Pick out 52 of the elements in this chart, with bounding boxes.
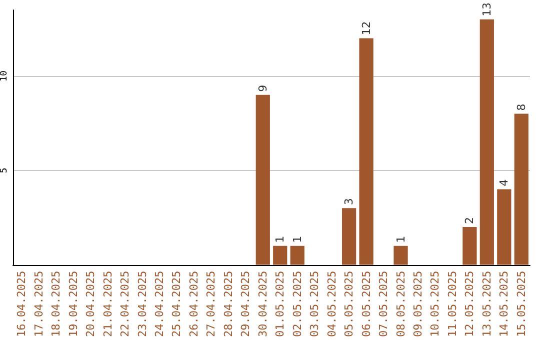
bar — [290, 246, 304, 265]
bar — [394, 246, 408, 265]
data-label: 1 — [394, 236, 408, 243]
x-tick-label: 25.04.2025 — [170, 270, 184, 338]
x-tick-label: 12.05.2025 — [463, 270, 476, 338]
y-tick-label: 5 — [0, 168, 10, 174]
data-label: 4 — [498, 179, 511, 186]
x-tick-label: 18.04.2025 — [50, 270, 63, 338]
x-tick-label: 14.05.2025 — [498, 270, 511, 338]
bar — [514, 114, 528, 265]
x-tick-label: 29.04.2025 — [239, 270, 252, 338]
x-tick-label: 09.05.2025 — [411, 270, 424, 338]
x-tick-label: 05.05.2025 — [342, 270, 356, 338]
bar — [273, 246, 288, 265]
x-tick-label: 15.05.2025 — [514, 270, 528, 338]
x-tick-label: 27.04.2025 — [204, 270, 218, 338]
data-label: 2 — [463, 217, 476, 224]
bar — [359, 38, 374, 265]
x-tick-label: 20.04.2025 — [84, 270, 98, 338]
x-tick-label: 16.04.2025 — [15, 270, 28, 338]
data-label: 1 — [274, 236, 287, 243]
x-tick-label: 28.04.2025 — [222, 270, 235, 338]
data-label: 8 — [514, 104, 528, 111]
y-tick-label: 10 — [0, 70, 10, 82]
x-tick-label: 08.05.2025 — [394, 270, 408, 338]
x-tick-label: 07.05.2025 — [377, 270, 390, 338]
data-label: 13 — [480, 2, 494, 16]
data-label: 1 — [290, 236, 304, 243]
bar — [342, 208, 356, 265]
x-tick-label: 17.04.2025 — [32, 270, 46, 338]
bar — [480, 19, 494, 265]
data-label: 9 — [256, 84, 270, 92]
x-tick-label: 13.05.2025 — [480, 270, 494, 338]
x-tick-label: 26.04.2025 — [187, 270, 200, 338]
x-tick-label: 06.05.2025 — [360, 270, 373, 338]
x-tick-label: 01.05.2025 — [274, 270, 287, 338]
x-tick-label: 04.05.2025 — [325, 270, 338, 338]
x-tick-label: 24.04.2025 — [152, 270, 166, 338]
x-tick-label: 23.04.2025 — [136, 270, 149, 338]
x-tick-label: 03.05.2025 — [308, 270, 322, 338]
x-tick-label: 21.04.2025 — [101, 270, 114, 338]
x-tick-label: 10.05.2025 — [428, 270, 442, 338]
x-tick-label: 11.05.2025 — [446, 270, 459, 338]
data-label: 3 — [342, 198, 356, 206]
bar — [497, 189, 512, 265]
x-tick-label: 22.04.2025 — [118, 270, 132, 338]
x-tick-label: 02.05.2025 — [290, 270, 304, 338]
x-tick-label: 19.04.2025 — [66, 270, 80, 338]
data-label: 12 — [360, 21, 373, 36]
bar — [462, 227, 477, 265]
bar — [256, 94, 270, 265]
x-tick-label: 30.04.2025 — [256, 270, 270, 338]
